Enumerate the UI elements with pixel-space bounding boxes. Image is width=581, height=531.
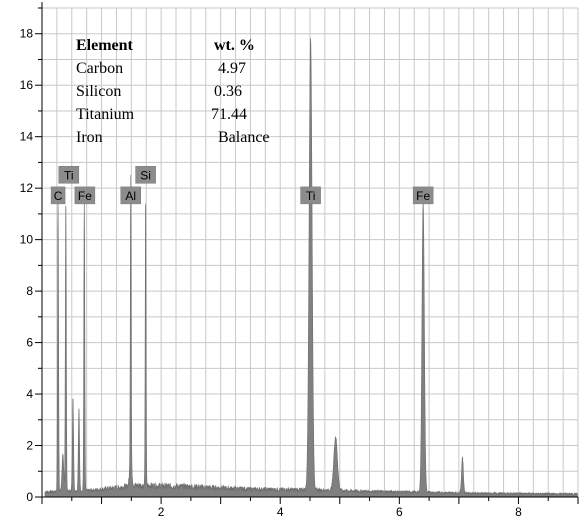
x-tick-label: 4	[277, 505, 284, 519]
y-tick-label: 10	[20, 233, 34, 247]
x-tick-label: 2	[158, 505, 165, 519]
table-header-wt-percent: wt. %	[214, 37, 255, 54]
table-row-element: Silicon	[76, 83, 121, 100]
peak-tag-fe: Fe	[74, 186, 96, 205]
x-tick-label: 8	[515, 505, 522, 519]
table-row-element: Carbon	[76, 60, 123, 77]
spectrum-series	[44, 38, 578, 498]
spectrum-area	[44, 38, 578, 498]
y-tick-label: 6	[26, 336, 33, 350]
y-tick-label: 14	[20, 130, 34, 144]
y-tick-label: 2	[26, 439, 33, 453]
table-row-element: Titanium	[76, 106, 135, 123]
peak-tag-ti: Ti	[58, 166, 80, 184]
peak-tag-si: Si	[135, 166, 156, 184]
y-axis-ticks: 0 2 4 6 8 10 12 14 16 18	[20, 7, 42, 504]
svg-text:Ti: Ti	[64, 168, 74, 182]
x-tick-label: 6	[396, 505, 403, 519]
table-row-value: 0.36	[214, 83, 242, 100]
y-tick-label: 4	[26, 387, 33, 401]
svg-text:Fe: Fe	[78, 189, 92, 203]
peak-tag-c: C	[50, 186, 66, 205]
x-axis-ticks: 2 4 6 8	[41, 497, 579, 519]
y-tick-label: 12	[20, 181, 34, 195]
svg-text:Fe: Fe	[416, 189, 430, 203]
svg-text:Al: Al	[125, 189, 136, 203]
table-row-value: 71.44	[211, 106, 247, 123]
peak-tag-fe: Fe	[412, 186, 434, 205]
table-row-value: Balance	[218, 129, 270, 146]
table-row-element: Iron	[76, 129, 103, 146]
table-row-value: 4.97	[218, 60, 246, 77]
composition-table: Element wt. % Carbon 4.97 Silicon 0.36 T…	[76, 37, 270, 146]
svg-text:Ti: Ti	[306, 189, 316, 203]
peak-tag-ti: Ti	[300, 186, 321, 205]
y-tick-label: 0	[26, 490, 33, 504]
peak-tag-al: Al	[120, 186, 141, 205]
svg-text:C: C	[54, 189, 63, 203]
svg-text:Si: Si	[140, 168, 151, 182]
table-header-element: Element	[76, 37, 134, 54]
y-tick-label: 16	[20, 78, 34, 92]
y-tick-label: 8	[26, 284, 33, 298]
y-tick-label: 18	[20, 27, 34, 41]
